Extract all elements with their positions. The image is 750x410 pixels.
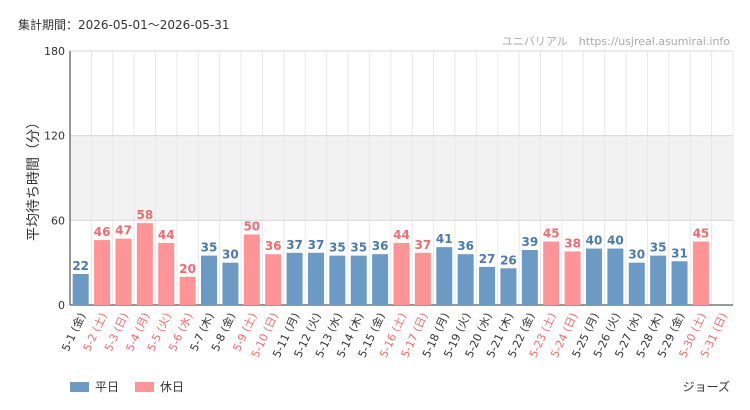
bar-value-label: 22 <box>72 259 89 273</box>
bar-value-label: 35 <box>329 241 346 255</box>
bar-value-label: 35 <box>201 241 218 255</box>
bar-5-4 <box>136 223 153 305</box>
bar-5-5 <box>158 242 175 305</box>
bar-5-9 <box>243 234 260 305</box>
bar-5-14 <box>350 255 367 305</box>
legend-swatch-weekday <box>70 381 89 392</box>
bar-value-label: 36 <box>457 239 474 253</box>
bar-5-7 <box>201 255 218 305</box>
bar-5-30 <box>692 241 709 305</box>
bar-value-label: 20 <box>179 262 196 276</box>
bar-5-12 <box>307 252 324 305</box>
bar-value-label: 41 <box>436 232 453 246</box>
bar-5-28 <box>650 255 667 305</box>
bar-value-label: 40 <box>607 234 624 248</box>
legend: 平日 休日 <box>70 378 184 395</box>
bar-value-label: 36 <box>372 239 389 253</box>
bar-5-27 <box>628 262 645 305</box>
bar-5-8 <box>222 262 239 305</box>
bar-5-2 <box>94 240 111 305</box>
bar-5-25 <box>585 248 602 305</box>
bar-5-10 <box>265 254 282 305</box>
bar-5-16 <box>393 242 410 305</box>
bar-value-label: 40 <box>586 234 603 248</box>
bar-5-17 <box>414 252 431 305</box>
bar-value-label: 46 <box>94 225 111 239</box>
bar-5-26 <box>607 248 624 305</box>
bar-value-label: 47 <box>115 224 132 238</box>
site-watermark: ユニバリアル https://usjreal.asumirai.info <box>501 35 730 48</box>
bar-5-24 <box>564 251 581 305</box>
bar-5-21 <box>500 268 517 305</box>
period-label: 集計期間：2026-05-01～2026-05-31 <box>18 18 230 32</box>
bar-5-19 <box>457 254 474 305</box>
bar-5-20 <box>479 266 496 305</box>
y-tick-label: 0 <box>58 299 65 312</box>
bar-value-label: 44 <box>393 228 410 242</box>
bar-5-22 <box>521 249 538 305</box>
bar-5-29 <box>671 261 688 305</box>
legend-label-weekday: 平日 <box>95 380 120 394</box>
y-tick-label: 60 <box>51 214 65 227</box>
bar-value-label: 50 <box>243 219 260 233</box>
y-tick-label: 120 <box>44 130 65 143</box>
bar-value-label: 39 <box>521 235 538 249</box>
bar-value-label: 37 <box>286 238 303 252</box>
legend-item-holiday[interactable]: 休日 <box>135 378 184 395</box>
bar-5-23 <box>543 241 560 305</box>
bar-value-label: 37 <box>308 238 325 252</box>
bar-value-label: 45 <box>543 227 560 241</box>
bar-5-15 <box>372 254 389 305</box>
bar-5-13 <box>329 255 346 305</box>
bar-value-label: 44 <box>158 228 175 242</box>
bar-value-label: 26 <box>500 253 517 267</box>
bar-value-label: 30 <box>628 248 645 262</box>
bar-5-18 <box>436 247 453 305</box>
bar-5-3 <box>115 238 132 305</box>
bar-5-11 <box>286 252 303 305</box>
bar-value-label: 27 <box>479 252 496 266</box>
bar-5-6 <box>179 276 196 305</box>
attraction-name: ジョーズ <box>682 380 730 394</box>
legend-swatch-holiday <box>135 381 155 392</box>
bar-value-label: 37 <box>415 238 432 252</box>
legend-label-holiday: 休日 <box>160 380 185 394</box>
bar-value-label: 36 <box>265 239 282 253</box>
plot-shaded-band <box>70 135 733 221</box>
bar-value-label: 38 <box>564 236 581 250</box>
y-tick-label: 180 <box>44 45 65 58</box>
y-axis-title: 平均待ち時間（分） <box>26 115 42 241</box>
bar-value-label: 30 <box>222 248 239 262</box>
bar-value-label: 45 <box>693 227 710 241</box>
legend-item-weekday[interactable]: 平日 <box>70 378 119 395</box>
bar-value-label: 35 <box>350 241 367 255</box>
bar-value-label: 31 <box>671 246 688 260</box>
bar-value-label: 58 <box>137 208 154 222</box>
bar-value-label: 35 <box>650 241 667 255</box>
bar-5-1 <box>72 273 89 305</box>
